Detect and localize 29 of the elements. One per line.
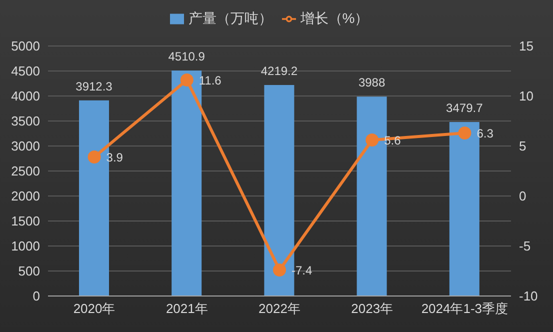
y-tick-label: 1500: [11, 214, 40, 229]
y-tick-label: 4500: [11, 64, 40, 79]
x-tick-label: 2023年: [351, 301, 394, 316]
x-tick-label: 2020年: [73, 301, 116, 316]
y2-tick-label: -10: [519, 288, 538, 304]
y-tick-label: 3500: [11, 114, 40, 129]
y-tick-label: 5000: [11, 38, 40, 54]
x-tick-label: 2021年: [166, 301, 208, 316]
legend-label: 产量（万吨）: [188, 10, 272, 26]
data-label: 4510.9: [168, 49, 206, 64]
y-tick-label: 1000: [11, 238, 40, 254]
y-tick-label: 500: [18, 264, 40, 279]
data-label: 3479.7: [446, 101, 484, 116]
y2-tick-label: 10: [519, 88, 534, 104]
y-tick-label: 2500: [11, 164, 40, 179]
data-label: 3988: [358, 76, 386, 90]
y-tick-label: 4000: [11, 88, 40, 104]
y-tick-label: 3000: [11, 138, 40, 154]
y2-tick-label: 15: [519, 38, 534, 54]
x-tick-label: 2024年1-3季度: [421, 301, 508, 316]
data-label: 4219.2: [260, 64, 298, 78]
y2-tick-label: 5: [519, 138, 526, 154]
y2-tick-label: -5: [519, 238, 531, 254]
y-tick-label: 2000: [11, 188, 40, 204]
y-tick-label: 0: [32, 288, 40, 304]
x-tick-label: 2022年: [258, 301, 300, 316]
data-label: 3912.3: [76, 79, 113, 94]
y2-tick-label: 0: [519, 188, 526, 204]
legend-label: 增长（%）: [300, 10, 369, 26]
